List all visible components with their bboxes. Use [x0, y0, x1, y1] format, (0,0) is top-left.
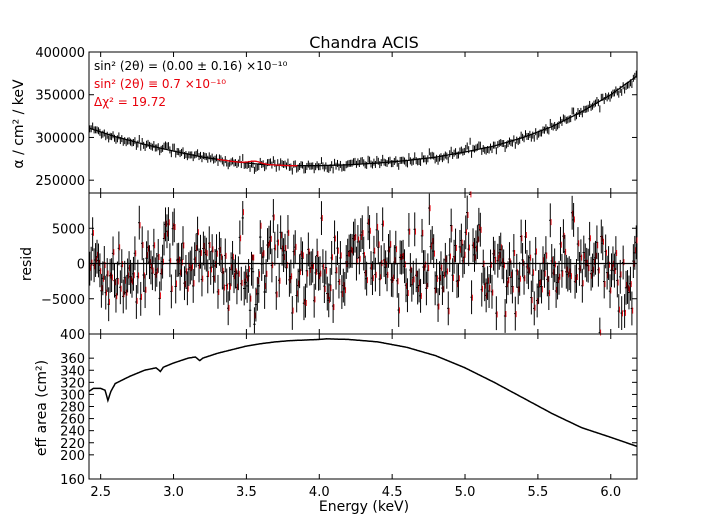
- y-tick-label: −5000: [41, 293, 85, 308]
- y-tick-label: 200: [60, 449, 85, 464]
- chart-title: Chandra ACIS: [309, 33, 419, 52]
- x-tick-label: 2.5: [90, 485, 111, 500]
- residual-panel: −5000 0 5000 400 resid: [19, 191, 638, 343]
- y-tick-label: 250000: [35, 174, 85, 189]
- spectrum-sterile-model-line: [217, 158, 298, 167]
- y-tick-label: 220: [60, 437, 85, 452]
- y-tick-label: 340: [60, 364, 85, 379]
- spectrum-model-line: [88, 75, 638, 167]
- y-tick-label: 0: [77, 258, 85, 273]
- y-tick-label: 280: [60, 401, 85, 416]
- x-tick-label: 5.5: [528, 485, 549, 500]
- x-tick-label: 4.5: [382, 485, 403, 500]
- residual-ylabel: resid: [19, 247, 35, 281]
- effective-area-frame: [88, 333, 638, 480]
- x-tick-label: 3.0: [163, 485, 184, 500]
- y-tick-label: 400: [60, 328, 85, 343]
- x-axis-label: Energy (keV): [319, 499, 409, 515]
- x-tick-label: 3.5: [236, 485, 257, 500]
- spectrum-ylabel: α / cm² / keV: [11, 79, 27, 169]
- annotation-fit-result: sin² (2θ) = (0.00 ± 0.16) ×10⁻¹⁰: [94, 59, 288, 73]
- y-tick-label: 300000: [35, 131, 85, 146]
- y-tick-label: 360: [60, 352, 85, 367]
- y-tick-label: 5000: [52, 222, 85, 237]
- x-tick-label: 4.0: [309, 485, 330, 500]
- annotation-delta-chi2: Δχ² = 19.72: [94, 95, 166, 109]
- y-tick-label: 160: [60, 473, 85, 488]
- y-tick-label: 320: [60, 376, 85, 391]
- y-tick-label: 350000: [35, 89, 85, 104]
- effective-area-curve: [88, 338, 638, 448]
- effective-area-ylabel: eff area (cm²): [34, 360, 50, 456]
- annotation-fixed-mixing: sin² (2θ) ≡ 0.7 ×10⁻¹⁰: [94, 77, 226, 91]
- x-tick-label: 5.0: [455, 485, 476, 500]
- y-tick-label: 260: [60, 413, 85, 428]
- y-tick-label: 400000: [35, 46, 85, 61]
- spectrum-panel: 250000 300000 350000 400000 sin² (2θ) = (0.…: [11, 46, 638, 194]
- y-tick-label: 300: [60, 388, 85, 403]
- y-tick-label: 240: [60, 425, 85, 440]
- x-tick-label: 6.0: [600, 485, 621, 500]
